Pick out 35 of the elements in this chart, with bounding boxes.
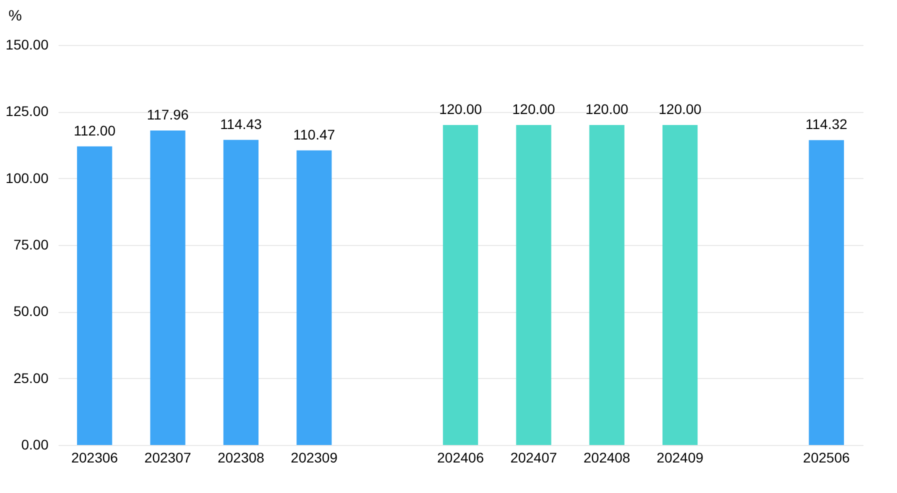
bar [223,140,259,445]
bar [77,146,112,445]
data-label: 117.96 [146,106,189,122]
y-tick-label: 125.00 [6,103,49,120]
x-tick-label: 202307 [144,450,192,466]
y-tick-label: 0.00 [21,436,49,452]
bar [808,140,844,445]
data-label: 120.00 [512,101,556,117]
data-label: 112.00 [74,122,116,138]
x-tick-label: 202308 [218,450,265,466]
y-tick-label: 100.00 [6,170,49,186]
x-tick-label: 202406 [437,450,484,466]
bar [296,150,332,445]
x-tick-label: 202506 [803,450,850,466]
y-axis-title: % [8,8,22,24]
x-tick-label: 202306 [71,450,118,466]
data-label: 120.00 [585,101,628,117]
data-label: 120.00 [658,101,702,117]
data-label: 110.47 [293,126,336,142]
y-tick-label: 50.00 [13,303,49,320]
bar [516,125,552,445]
x-tick-label: 202407 [510,450,558,466]
x-tick-label: 202309 [290,450,338,466]
y-tick-label: 150.00 [6,36,49,52]
bar [150,130,186,445]
bar [662,125,698,445]
x-tick-label: 202408 [584,450,630,466]
bar [589,125,624,445]
y-tick-label: 25.00 [13,370,49,386]
data-label: 114.32 [806,116,848,132]
data-label: 114.43 [220,116,262,132]
x-tick-label: 202409 [656,450,704,466]
y-tick-label: 75.00 [13,236,49,252]
bar [442,125,478,445]
data-label: 120.00 [439,101,482,117]
